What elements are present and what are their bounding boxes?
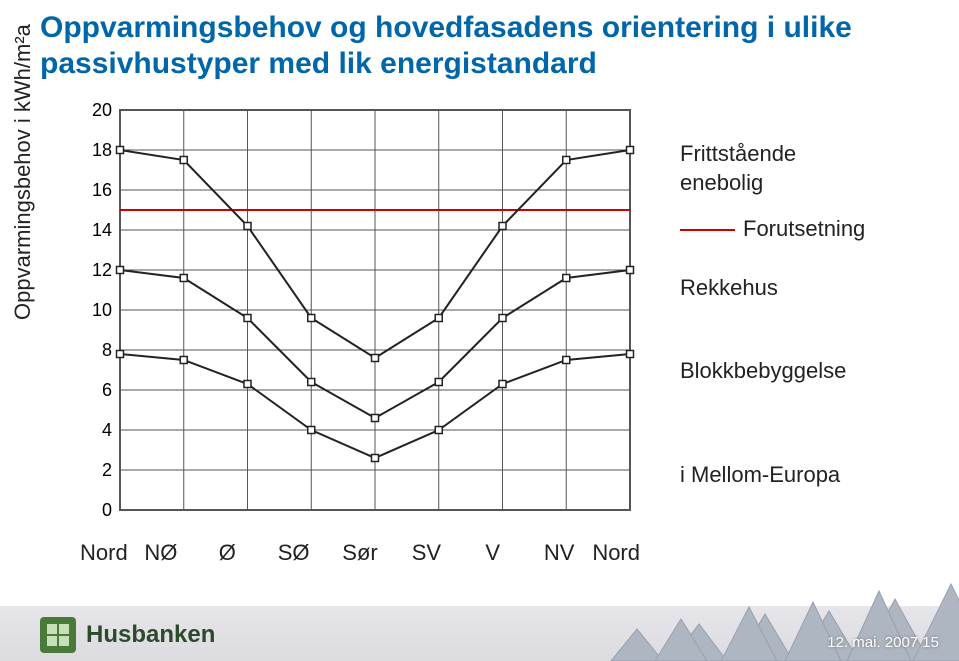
legend-frittstaende-2: enebolig	[680, 169, 865, 198]
svg-text:8: 8	[102, 340, 112, 360]
x-tick: Ø	[194, 540, 260, 566]
x-tick: Nord	[80, 540, 128, 566]
svg-text:0: 0	[102, 500, 112, 520]
x-axis-categories: NordNØØSØSørSVVNVNord	[80, 540, 640, 566]
legend: Frittstående enebolig Forutsetning Rekke…	[680, 130, 865, 508]
forutsetning-line-icon	[680, 229, 735, 231]
page-title: Oppvarmingsbehov og hovedfasadens orient…	[40, 10, 919, 82]
svg-text:20: 20	[92, 100, 112, 120]
legend-rekkehus: Rekkehus	[680, 274, 865, 303]
x-tick: NØ	[128, 540, 194, 566]
legend-footnote: i Mellom-Europa	[680, 461, 865, 490]
legend-frittstaende: Frittstående	[680, 140, 865, 169]
page-stamp: 12. mai. 2007 15	[827, 634, 939, 651]
x-tick: SV	[393, 540, 459, 566]
x-tick: Sør	[327, 540, 393, 566]
svg-text:18: 18	[92, 140, 112, 160]
logo-icon	[40, 617, 76, 653]
svg-text:14: 14	[92, 220, 112, 240]
svg-text:2: 2	[102, 460, 112, 480]
x-tick: V	[460, 540, 526, 566]
logo: Husbanken	[40, 617, 215, 653]
legend-blokk: Blokkbebyggelse	[680, 357, 865, 386]
x-tick: NV	[526, 540, 592, 566]
logo-text: Husbanken	[86, 621, 215, 649]
x-tick: SØ	[260, 540, 326, 566]
x-tick: Nord	[592, 540, 640, 566]
y-axis-label: Oppvarmingsbehov i kWh/m²a	[10, 24, 36, 320]
legend-forutsetning: Forutsetning	[743, 216, 865, 241]
svg-text:10: 10	[92, 300, 112, 320]
svg-text:6: 6	[102, 380, 112, 400]
svg-text:4: 4	[102, 420, 112, 440]
svg-text:16: 16	[92, 180, 112, 200]
chart: 0 2 4 6 8 10 12 14 16 18 20	[80, 100, 640, 530]
svg-text:12: 12	[92, 260, 112, 280]
